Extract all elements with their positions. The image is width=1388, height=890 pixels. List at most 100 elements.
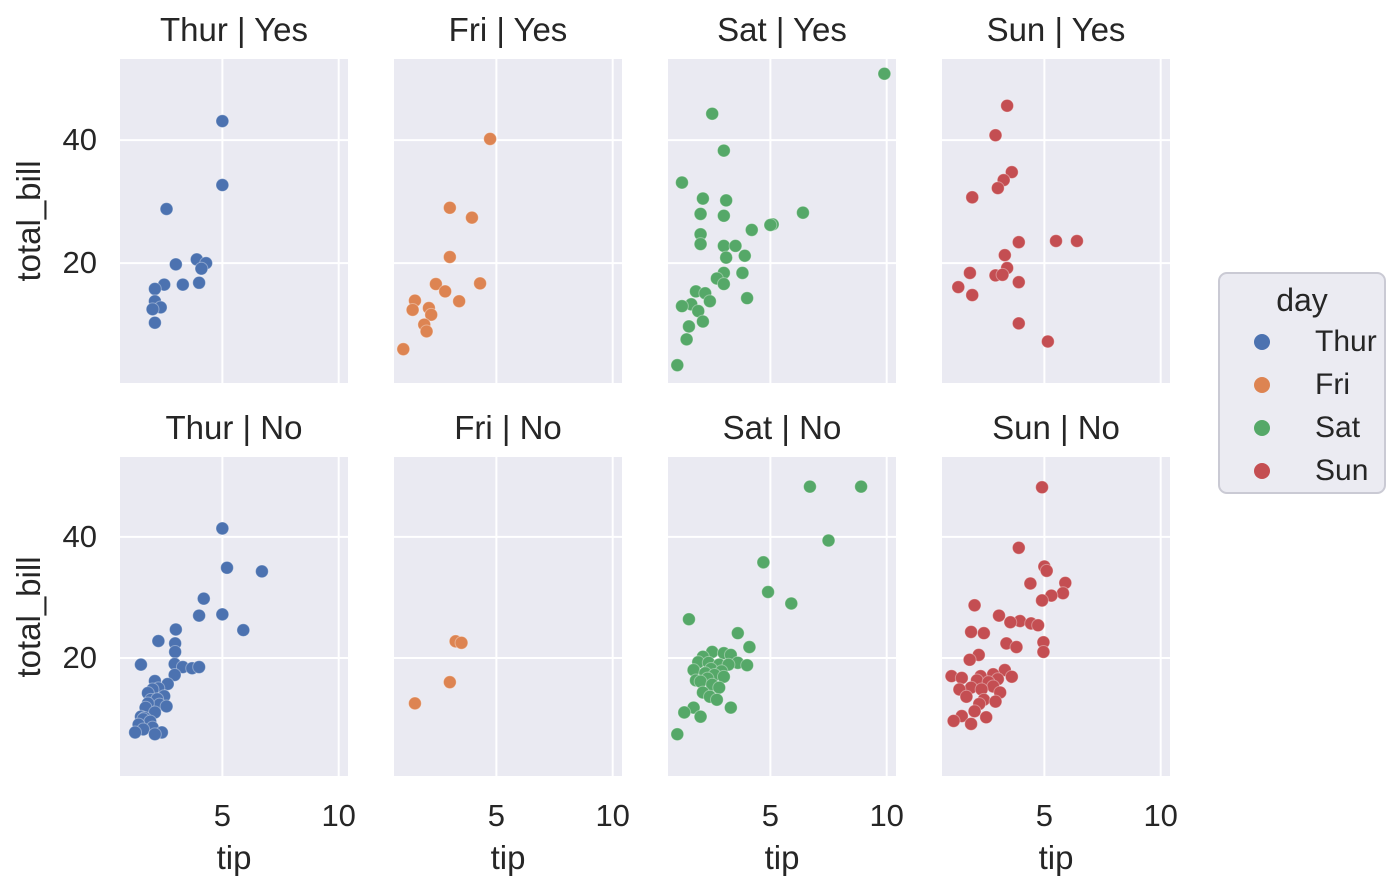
data-point — [740, 658, 755, 673]
data-point — [990, 181, 1005, 196]
data-point — [693, 207, 708, 221]
data-point — [424, 307, 439, 322]
data-point — [716, 669, 731, 684]
data-point — [145, 302, 160, 317]
data-point — [964, 625, 978, 639]
data-point — [976, 626, 991, 641]
data-point — [442, 200, 457, 215]
data-point — [396, 342, 411, 357]
data-point — [735, 266, 750, 280]
legend: day Thur Fri Sat Sun — [1218, 272, 1386, 494]
data-point — [670, 727, 685, 742]
data-point — [682, 612, 696, 627]
data-point — [965, 190, 980, 205]
data-point — [695, 191, 710, 206]
panel-background — [942, 59, 1170, 383]
data-point — [803, 479, 817, 494]
data-point — [682, 319, 696, 334]
data-point — [954, 671, 969, 685]
facet-title: Thur | No — [165, 409, 303, 446]
data-point — [997, 248, 1012, 263]
data-point — [454, 635, 469, 650]
legend-marker-icon — [1254, 420, 1270, 436]
data-point — [1004, 669, 1019, 684]
legend-entries: Thur Fri Sat Sun — [1220, 320, 1384, 492]
data-point — [962, 652, 977, 667]
data-point — [1036, 645, 1051, 659]
data-point — [1031, 618, 1045, 633]
data-point — [1040, 334, 1055, 349]
facet-title: Thur | Yes — [159, 11, 308, 48]
data-point — [236, 623, 251, 638]
data-point — [967, 598, 982, 613]
data-point — [877, 66, 892, 81]
data-point — [1049, 234, 1063, 248]
data-point — [716, 238, 731, 253]
y-axis-label: total_bill — [10, 555, 47, 678]
x-tick-label: 10 — [595, 798, 630, 833]
data-point — [408, 696, 422, 711]
legend-entry-label: Sat — [1315, 411, 1361, 444]
data-point — [215, 521, 230, 536]
data-point — [1056, 586, 1070, 601]
data-point — [147, 727, 162, 742]
data-point — [719, 250, 734, 265]
data-point — [168, 622, 183, 637]
facet-title: Fri | No — [454, 409, 562, 446]
data-point — [473, 276, 487, 291]
facet-panel — [394, 59, 622, 383]
data-point — [967, 704, 982, 719]
data-point — [442, 250, 457, 264]
data-point — [1070, 234, 1084, 248]
data-point — [483, 132, 497, 146]
data-point — [194, 261, 209, 276]
y-axis-label: total_bill — [10, 160, 47, 282]
y-tick-label: 20 — [62, 245, 97, 281]
data-point — [723, 700, 738, 715]
data-point — [419, 324, 434, 339]
x-axis-label: tip — [490, 839, 526, 876]
panel-background — [394, 457, 622, 776]
data-point — [709, 692, 724, 707]
data-point — [693, 709, 708, 724]
legend-entry-label: Sun — [1315, 454, 1369, 487]
data-point — [988, 694, 1003, 709]
data-point — [677, 705, 692, 720]
x-tick-label: 5 — [761, 798, 779, 833]
x-tick-label: 5 — [487, 798, 505, 833]
data-point — [452, 294, 467, 309]
data-point — [763, 218, 778, 232]
panel-background — [668, 59, 896, 383]
data-point — [192, 608, 207, 623]
data-point — [1011, 540, 1026, 555]
data-point — [168, 257, 183, 272]
y-tick-label: 40 — [62, 518, 97, 554]
facet-title: Sun | No — [992, 409, 1120, 446]
data-point — [1035, 480, 1049, 495]
data-point — [705, 106, 720, 121]
data-point — [215, 114, 230, 128]
data-point — [716, 208, 731, 223]
data-point — [951, 280, 966, 294]
data-point — [175, 277, 190, 292]
data-point — [405, 302, 420, 317]
facet-panel — [394, 457, 622, 776]
data-point — [1023, 576, 1038, 591]
data-point — [465, 210, 479, 225]
data-point — [134, 657, 148, 672]
data-point — [796, 205, 810, 220]
legend-marker-icon — [1254, 334, 1270, 350]
data-point — [675, 299, 689, 314]
data-point — [979, 710, 994, 725]
data-point — [255, 564, 269, 579]
data-point — [1003, 615, 1018, 630]
data-point — [196, 591, 211, 606]
data-point — [167, 668, 182, 682]
x-tick-label: 10 — [1143, 798, 1178, 833]
data-point — [147, 315, 162, 330]
data-point — [964, 717, 978, 731]
data-point — [702, 294, 717, 309]
data-point — [679, 332, 694, 347]
data-point — [215, 178, 230, 192]
